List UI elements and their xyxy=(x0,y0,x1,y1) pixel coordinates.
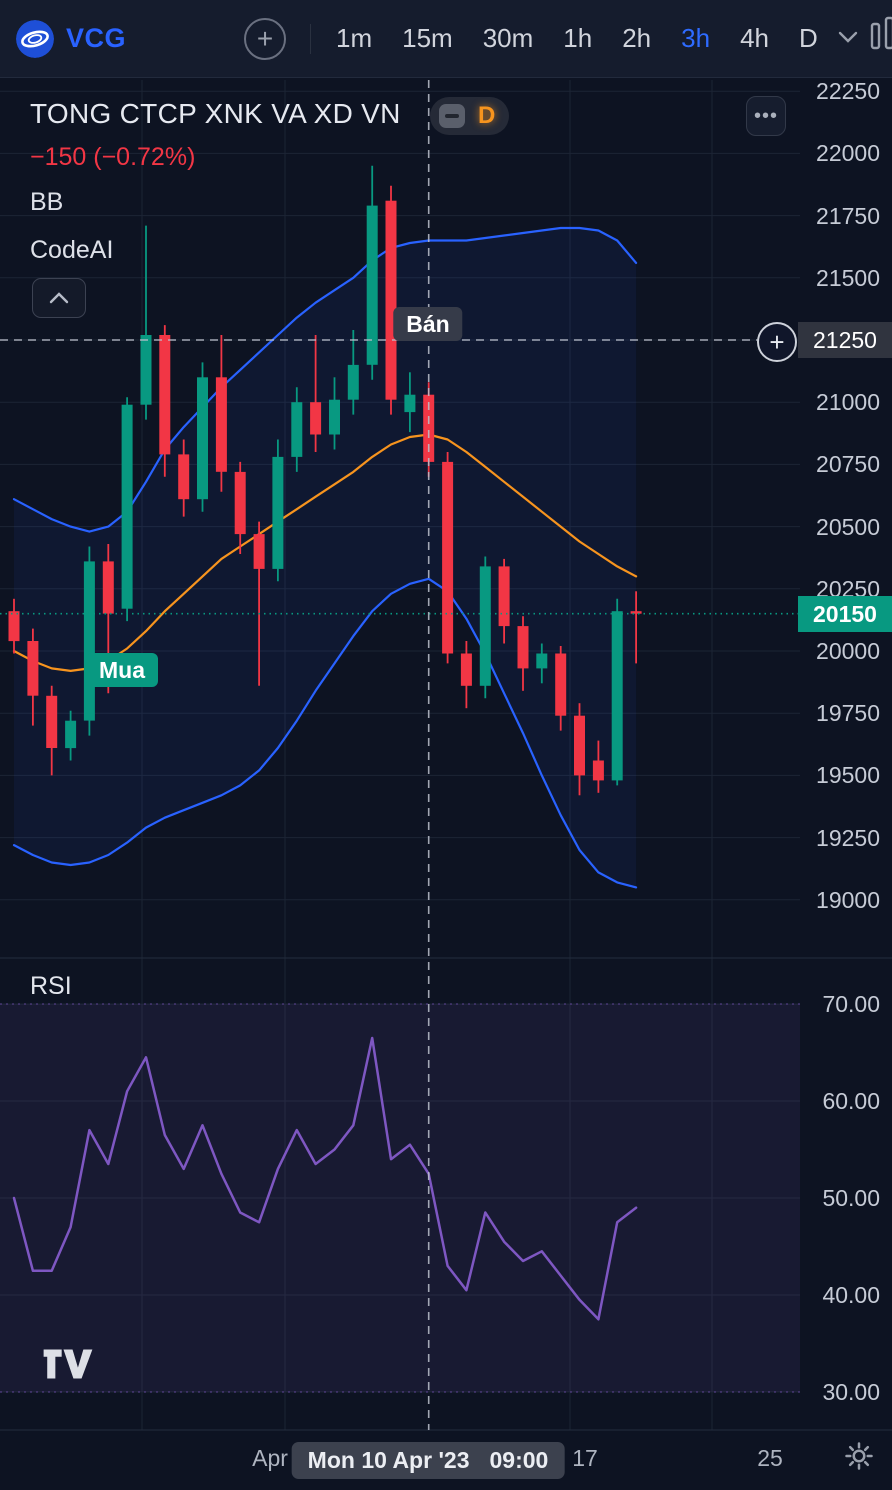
price-axis-label: 21750 xyxy=(816,203,880,229)
tooltip-time: 09:00 xyxy=(489,1447,549,1473)
price-axis-label: 21500 xyxy=(816,265,880,291)
time-axis-label: 25 xyxy=(757,1445,783,1471)
toolbar-separator xyxy=(310,23,312,54)
last-price-badge: 20150 xyxy=(798,596,892,632)
rsi-axis-label: 40.00 xyxy=(822,1282,880,1308)
gear-icon[interactable] xyxy=(844,1441,874,1474)
indicator-codeai-label[interactable]: CodeAI xyxy=(30,236,114,264)
price-axis-label: 19750 xyxy=(816,700,880,726)
timeframe-button-1m[interactable]: 1m xyxy=(321,0,387,77)
price-axis-label: 21000 xyxy=(816,389,880,415)
timeframe-button-D[interactable]: D xyxy=(784,0,833,77)
timeframe-bar: 1m 15m 30m 1h 2h 3h 4h D xyxy=(321,0,833,77)
interval-toggle[interactable]: D xyxy=(430,97,510,135)
tradingview-logo-icon[interactable] xyxy=(40,1340,96,1393)
symbol-label: VCG xyxy=(66,23,127,53)
timeframe-button-3h[interactable]: 3h xyxy=(666,0,725,77)
timeframe-button-30m[interactable]: 30m xyxy=(468,0,549,77)
timeframe-button-15m[interactable]: 15m xyxy=(387,0,468,77)
price-axis-label: 20750 xyxy=(816,451,880,477)
more-options-button[interactable]: ••• xyxy=(746,96,786,136)
rsi-axis[interactable]: 70.00 60.00 50.00 40.00 30.00 xyxy=(800,0,888,1490)
sell-signal-badge: Bán xyxy=(393,307,463,341)
indicator-bb-label[interactable]: BB xyxy=(30,188,64,216)
time-axis-label: Apr xyxy=(252,1445,288,1471)
tooltip-date: Mon 10 Apr '23 xyxy=(307,1447,470,1473)
rsi-pane-label[interactable]: RSI xyxy=(30,972,72,1000)
vcg-logo-icon xyxy=(16,19,54,58)
price-axis-label: 19250 xyxy=(816,825,880,851)
price-axis-label: 20500 xyxy=(816,514,880,540)
price-change: −150 (−0.72%) xyxy=(30,143,196,171)
time-axis-label: 17 xyxy=(572,1445,598,1471)
interval-badge: D xyxy=(478,102,496,129)
chevron-down-icon[interactable] xyxy=(833,30,863,47)
rsi-axis-label: 50.00 xyxy=(822,1185,880,1211)
price-axis-label: 22250 xyxy=(816,78,880,104)
price-axis-label: 19500 xyxy=(816,762,880,788)
collapse-legend-button[interactable] xyxy=(32,278,86,318)
symbol-button[interactable]: VCG xyxy=(16,19,127,58)
crosshair-price-badge: 21250 xyxy=(798,322,892,358)
timeframe-button-1h[interactable]: 1h xyxy=(548,0,607,77)
chevron-up-icon xyxy=(49,292,69,304)
buy-signal-badge: Mua xyxy=(86,653,158,687)
top-toolbar: VCG + 1m 15m 30m 1h 2h 3h 4h D xyxy=(0,0,892,78)
indicator-bars-icon[interactable] xyxy=(870,16,892,61)
rsi-axis-label: 30.00 xyxy=(822,1379,880,1405)
minus-toggle-icon xyxy=(439,104,465,128)
timeframe-button-2h[interactable]: 2h xyxy=(607,0,666,77)
crosshair-date-tooltip: Mon 10 Apr '23 09:00 xyxy=(291,1442,565,1479)
rsi-axis-label: 70.00 xyxy=(822,991,880,1017)
price-axis-label: 19000 xyxy=(816,887,880,913)
price-axis-label: 22000 xyxy=(816,140,880,166)
timeframe-button-4h[interactable]: 4h xyxy=(725,0,784,77)
price-axis[interactable]: 2225022000217502150021250210002075020500… xyxy=(800,0,888,1490)
add-alert-icon[interactable]: + xyxy=(757,322,797,362)
chart-title: TONG CTCP XNK VA XD VN xyxy=(30,98,401,129)
rsi-axis-label: 60.00 xyxy=(822,1088,880,1114)
price-axis-label: 20000 xyxy=(816,638,880,664)
add-circle-icon[interactable]: + xyxy=(244,17,287,60)
time-axis[interactable]: Apr 17 25 Mon 10 Apr '23 09:00 xyxy=(0,1431,892,1490)
